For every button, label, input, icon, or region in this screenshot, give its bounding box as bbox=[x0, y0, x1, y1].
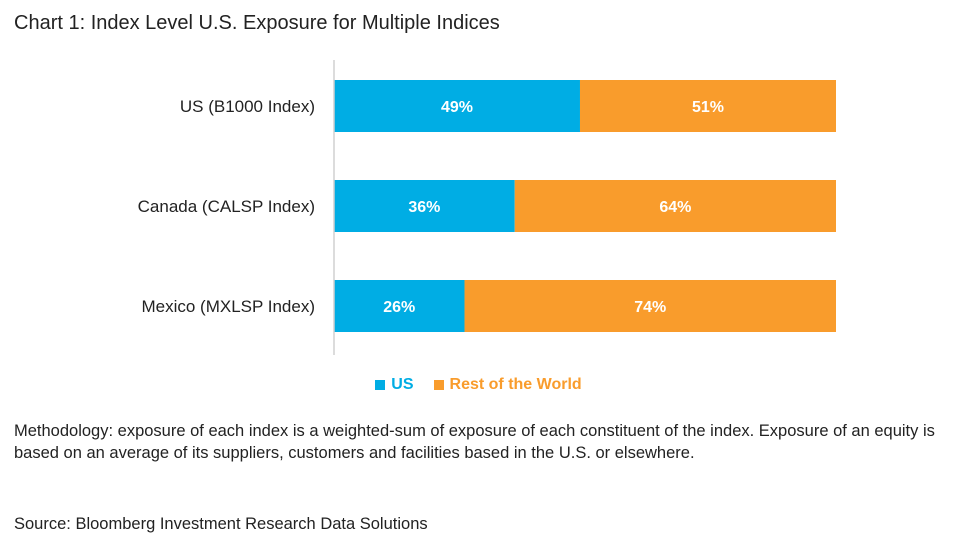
data-label-us: 26% bbox=[383, 299, 415, 316]
legend-label-rest-of-world: Rest of the World bbox=[449, 376, 582, 393]
bar-rest-of-world bbox=[579, 80, 836, 132]
legend-swatch-us bbox=[375, 380, 386, 390]
legend-label-us: US bbox=[391, 376, 414, 393]
methodology-note: Methodology: exposure of each index is a… bbox=[14, 422, 935, 462]
legend-swatch-rest-of-world bbox=[433, 380, 444, 390]
data-label-rest-of-world: 64% bbox=[659, 199, 691, 216]
category-label: Mexico (MXLSP Index) bbox=[141, 297, 315, 316]
bar-us bbox=[334, 280, 465, 332]
data-label-rest-of-world: 51% bbox=[692, 99, 724, 116]
data-label-rest-of-world: 74% bbox=[634, 299, 666, 316]
data-label-us: 36% bbox=[408, 199, 440, 216]
bar-us bbox=[334, 80, 580, 132]
chart-title: Chart 1: Index Level U.S. Exposure for M… bbox=[14, 12, 500, 34]
data-label-us: 49% bbox=[441, 99, 473, 116]
legend-item-us: US bbox=[375, 376, 414, 394]
stacked-bar-chart: US (B1000 Index) 49% 51% Canada (CALSP Inde… bbox=[138, 60, 836, 355]
legend-item-rest-of-world: Rest of the World bbox=[433, 376, 582, 394]
bar-rest-of-world bbox=[464, 280, 836, 332]
source-note: Source: Bloomberg Investment Research Da… bbox=[14, 515, 428, 533]
bar-us bbox=[334, 180, 515, 232]
legend: US Rest of the World bbox=[0, 376, 957, 394]
bar-rest-of-world bbox=[514, 180, 836, 232]
category-label: Canada (CALSP Index) bbox=[138, 197, 315, 216]
category-label: US (B1000 Index) bbox=[180, 97, 315, 116]
